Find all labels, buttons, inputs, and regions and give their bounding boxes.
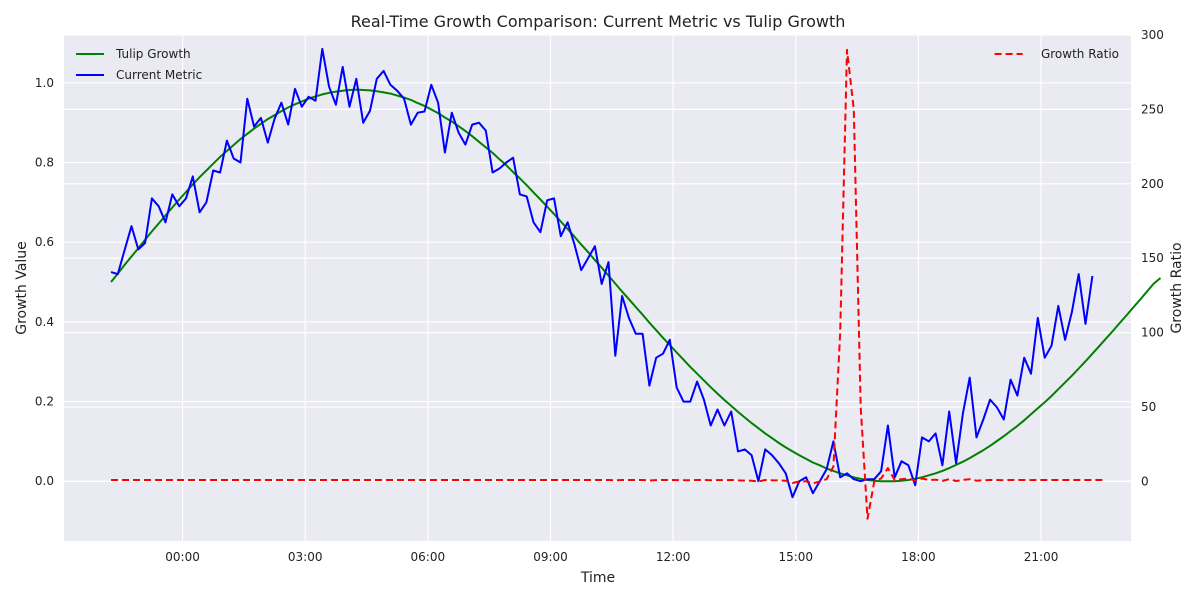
- y-tick-label: 0.2: [35, 395, 54, 409]
- y-axis-right: 0 50 100 150 200 250 300: [1141, 28, 1164, 488]
- series-line-current-metric: [110, 47, 1094, 499]
- x-axis-label: Time: [580, 570, 615, 586]
- x-axis: 00:00 03:00 06:00 09:00 12:00 15:00 18:00 21:00: [165, 550, 1058, 564]
- y2-tick-label: 250: [1141, 102, 1164, 116]
- series-line-tulip-growth: [110, 88, 1162, 483]
- x-tick-label: 15:00: [778, 550, 813, 564]
- y2-tick-label: 0: [1141, 474, 1149, 488]
- y-tick-label: 0.0: [35, 474, 54, 488]
- x-tick-label: 12:00: [656, 550, 691, 564]
- plot-area: [64, 35, 1131, 541]
- series-layer: [110, 47, 1162, 520]
- y-tick-label: 0.8: [35, 155, 54, 169]
- y-tick-label: 1.0: [35, 76, 54, 90]
- y2-tick-label: 300: [1141, 28, 1164, 42]
- y2-tick-label: 200: [1141, 177, 1164, 191]
- x-tick-label: 03:00: [288, 550, 323, 564]
- x-tick-label: 09:00: [533, 550, 568, 564]
- legend-label: Current Metric: [116, 68, 202, 82]
- legend-label: Growth Ratio: [1041, 47, 1119, 61]
- y-tick-label: 0.4: [35, 315, 54, 329]
- chart-title: Real-Time Growth Comparison: Current Met…: [351, 12, 846, 31]
- y-tick-label: 0.6: [35, 235, 54, 249]
- series-line-growth-ratio: [111, 48, 1106, 520]
- x-tick-label: 00:00: [165, 550, 200, 564]
- y2-axis-label: Growth Ratio: [1169, 242, 1185, 333]
- y2-tick-label: 50: [1141, 400, 1156, 414]
- legend-label: Tulip Growth: [115, 47, 191, 61]
- x-tick-label: 18:00: [901, 550, 936, 564]
- y-axis-left: 0.0 0.2 0.4 0.6 0.8 1.0: [35, 76, 54, 488]
- y-axis-label: Growth Value: [14, 241, 30, 335]
- legend-right: Growth Ratio: [994, 47, 1119, 61]
- x-tick-label: 06:00: [411, 550, 446, 564]
- legend-left: Tulip Growth Current Metric: [76, 47, 202, 82]
- x-tick-label: 21:00: [1024, 550, 1059, 564]
- y2-tick-label: 150: [1141, 251, 1164, 265]
- y2-tick-label: 100: [1141, 326, 1164, 340]
